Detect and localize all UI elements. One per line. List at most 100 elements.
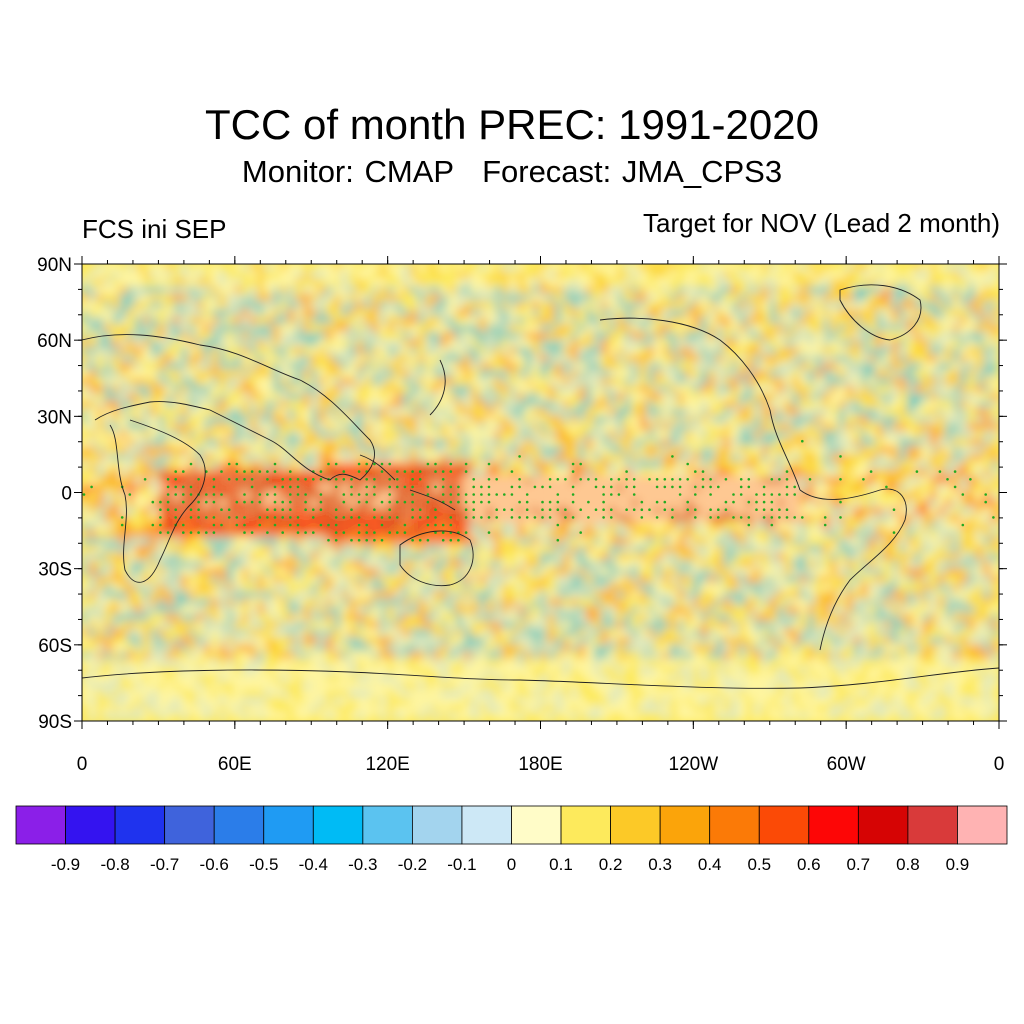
- field-cell: [410, 347, 417, 354]
- field-cell: [571, 393, 578, 400]
- field-cell: [242, 294, 249, 301]
- field-cell: [616, 264, 623, 270]
- field-cell: [402, 469, 409, 476]
- field-cell: [853, 553, 860, 560]
- field-cell: [82, 477, 88, 484]
- field-cell: [762, 523, 769, 529]
- field-cell: [624, 370, 631, 377]
- field-cell: [120, 324, 127, 331]
- field-cell: [112, 286, 119, 293]
- field-cell: [135, 545, 142, 552]
- field-cell: [326, 523, 333, 529]
- field-cell: [632, 469, 639, 476]
- field-cell: [82, 401, 88, 408]
- field-cell: [792, 507, 799, 514]
- field-cell: [716, 477, 723, 484]
- field-cell: [662, 370, 669, 377]
- field-cell: [494, 477, 501, 484]
- field-cell: [670, 302, 677, 309]
- field-cell: [410, 553, 417, 560]
- field-cell: [173, 492, 180, 499]
- field-cell: [777, 561, 784, 567]
- field-cell: [479, 530, 486, 537]
- field-cell: [471, 309, 478, 316]
- field-cell: [364, 332, 371, 339]
- field-cell: [838, 271, 845, 278]
- field-cell: [869, 469, 876, 476]
- field-cell: [930, 439, 937, 446]
- field-cell: [800, 393, 807, 400]
- field-cell: [937, 423, 944, 430]
- field-cell: [181, 462, 188, 468]
- field-cell: [204, 423, 211, 430]
- field-cell: [838, 378, 845, 385]
- field-cell: [662, 309, 669, 316]
- field-cell: [899, 340, 906, 347]
- field-cell: [326, 576, 333, 583]
- field-cell: [723, 378, 730, 385]
- field-cell: [655, 294, 662, 301]
- field-cell: [830, 561, 837, 567]
- field-cell: [731, 401, 738, 408]
- field-cell: [120, 286, 127, 293]
- field-cell: [487, 515, 493, 522]
- field-cell: [525, 462, 532, 468]
- field-cell: [234, 370, 241, 377]
- field-cell: [945, 523, 952, 529]
- field-cell: [448, 454, 455, 461]
- field-cell: [296, 302, 302, 309]
- field-cell: [762, 500, 769, 507]
- field-cell: [135, 408, 142, 415]
- field-cell: [746, 484, 753, 491]
- field-cell: [471, 454, 478, 461]
- field-cell: [808, 271, 814, 278]
- field-cell: [265, 545, 272, 552]
- field-cell: [785, 408, 791, 415]
- field-cell: [173, 500, 180, 507]
- field-cell: [471, 477, 478, 484]
- field-cell: [976, 355, 983, 362]
- field-cell: [120, 454, 127, 461]
- field-cell: [945, 279, 952, 286]
- field-cell: [280, 393, 287, 400]
- field-cell: [968, 370, 975, 377]
- field-cell: [540, 347, 547, 354]
- field-cell: [609, 530, 616, 537]
- field-cell: [953, 347, 960, 354]
- field-cell: [678, 462, 685, 468]
- field-cell: [800, 378, 807, 385]
- field-cell: [273, 294, 279, 301]
- field-cell: [930, 309, 937, 316]
- field-cell: [517, 340, 524, 347]
- field-cell: [334, 477, 341, 484]
- field-cell: [945, 454, 952, 461]
- field-cell: [647, 416, 654, 423]
- field-cell: [693, 324, 700, 331]
- field-cell: [991, 302, 998, 309]
- field-cell: [318, 408, 325, 415]
- field-cell: [777, 477, 784, 484]
- field-cell: [914, 469, 921, 476]
- field-cell: [662, 431, 669, 438]
- field-cell: [899, 431, 906, 438]
- field-cell: [311, 324, 318, 331]
- field-cell: [853, 408, 860, 415]
- field-cell: [189, 431, 195, 438]
- field-cell: [647, 385, 654, 392]
- field-cell: [892, 408, 898, 415]
- field-cell: [563, 363, 570, 369]
- field-cell: [288, 492, 295, 499]
- field-cell: [250, 324, 257, 331]
- field-cell: [914, 401, 921, 408]
- field-cell: [876, 515, 883, 522]
- field-cell: [991, 393, 998, 400]
- field-cell: [280, 286, 287, 293]
- field-cell: [785, 439, 791, 446]
- field-cell: [280, 355, 287, 362]
- field-cell: [464, 568, 471, 575]
- field-cell: [487, 530, 493, 537]
- field-cell: [127, 317, 134, 324]
- field-cell: [976, 477, 983, 484]
- field-cell: [624, 469, 631, 476]
- field-cell: [830, 439, 837, 446]
